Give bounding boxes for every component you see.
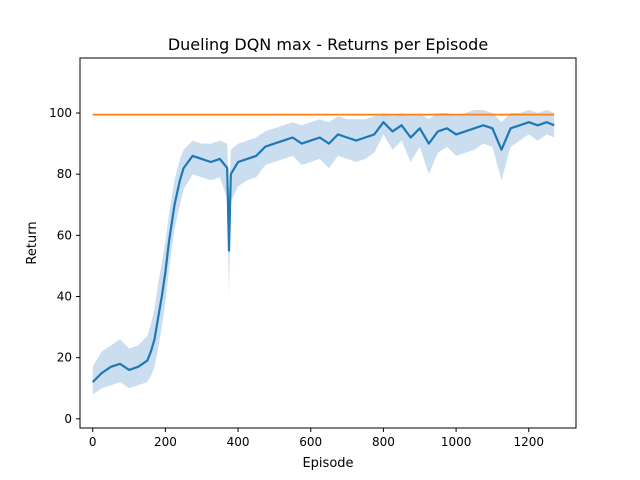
x-tick-label: 0 bbox=[89, 435, 97, 449]
y-axis-label: Return bbox=[25, 221, 40, 264]
x-tick-label: 400 bbox=[227, 435, 250, 449]
y-tick-label: 100 bbox=[49, 106, 72, 120]
x-tick-label: 1000 bbox=[441, 435, 472, 449]
y-tick-label: 40 bbox=[57, 290, 72, 304]
y-tick-label: 60 bbox=[57, 228, 72, 242]
x-axis: 0 200 400 600 800 1000 1200 bbox=[89, 428, 544, 449]
plot-area bbox=[91, 110, 555, 395]
x-tick-label: 800 bbox=[372, 435, 395, 449]
axes-frame bbox=[79, 57, 577, 429]
x-tick-label: 200 bbox=[154, 435, 177, 449]
y-tick-label: 0 bbox=[64, 412, 72, 426]
x-tick-label: 1200 bbox=[513, 435, 544, 449]
y-axis: 0 20 40 60 80 100 bbox=[49, 106, 80, 426]
y-tick-label: 80 bbox=[57, 167, 72, 181]
x-tick-label: 600 bbox=[299, 435, 322, 449]
chart-title: Dueling DQN max - Returns per Episode bbox=[168, 35, 488, 54]
y-tick-label: 20 bbox=[57, 351, 72, 365]
x-axis-label: Episode bbox=[302, 456, 353, 471]
series-returns-line bbox=[91, 121, 555, 383]
